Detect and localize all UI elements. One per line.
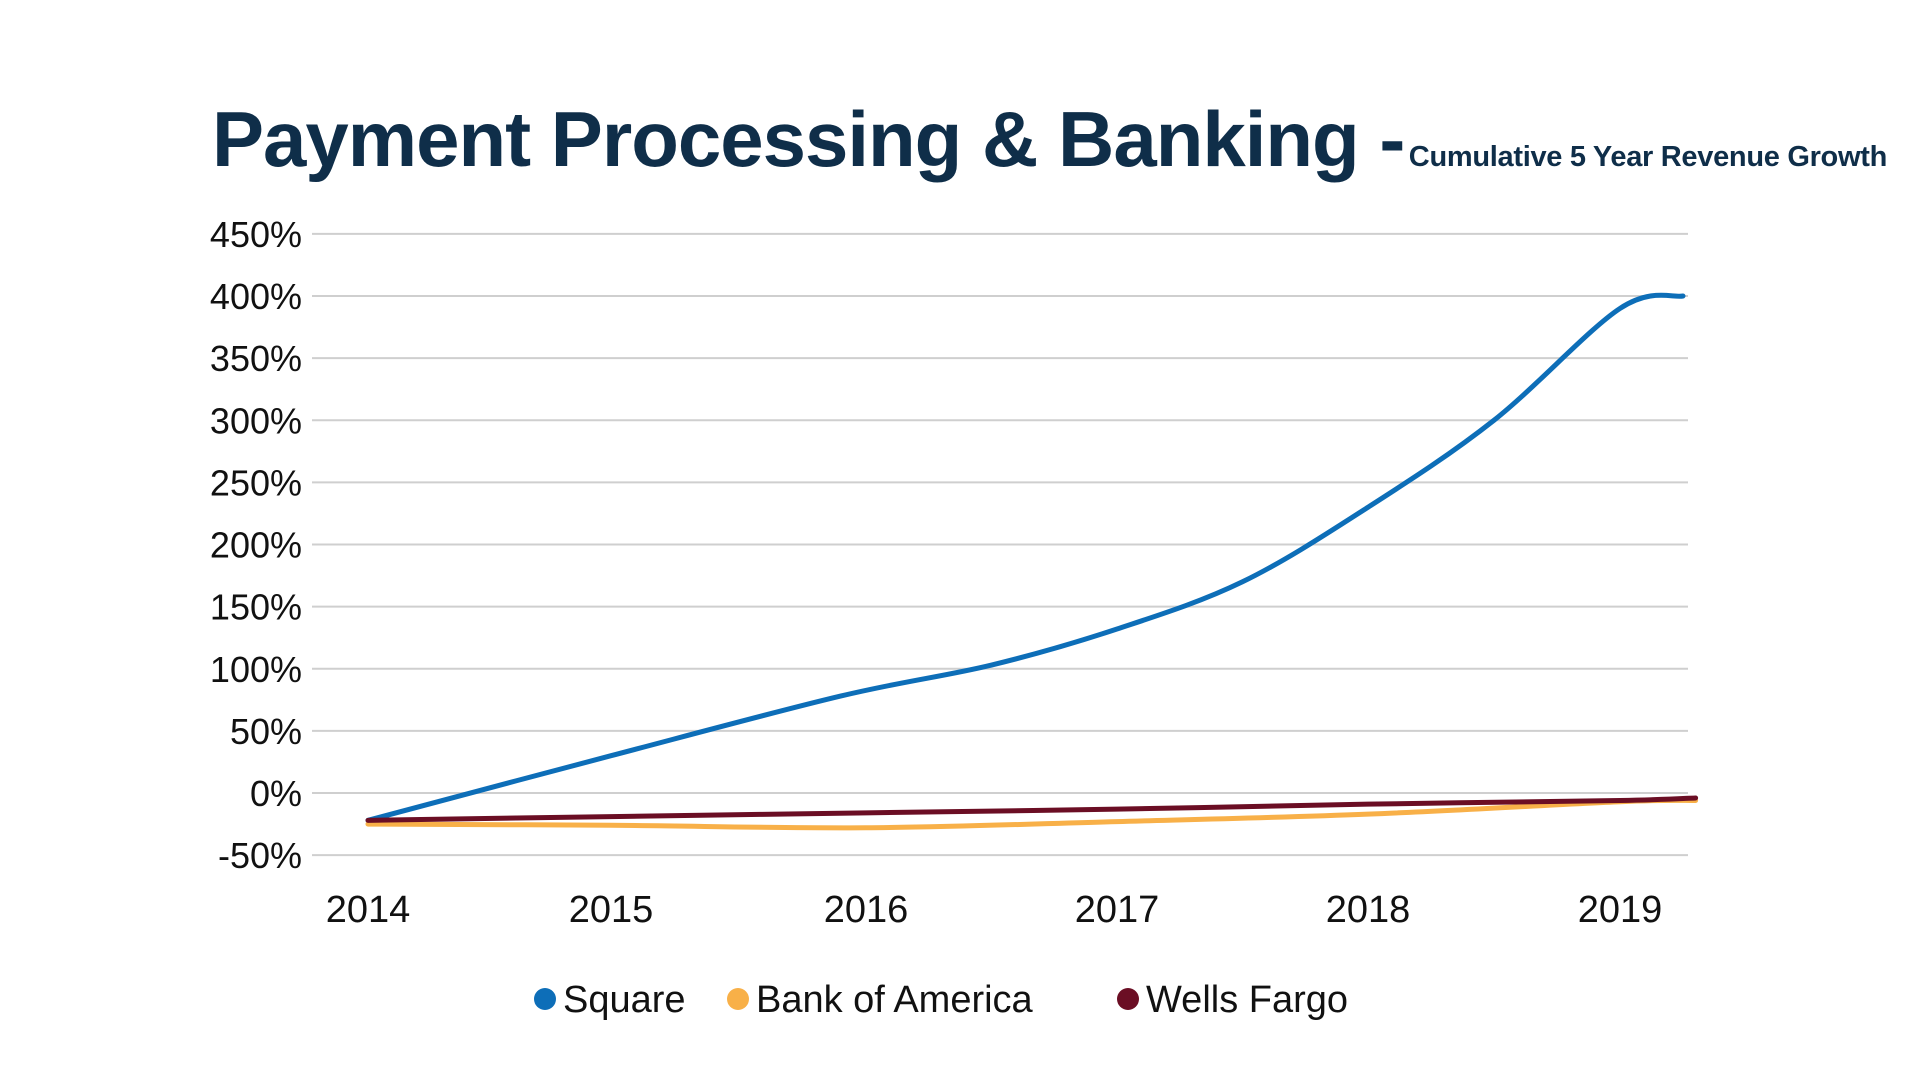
x-tick-label: 2014	[326, 889, 411, 931]
legend-marker-wells-fargo	[1117, 988, 1139, 1010]
y-tick-label: 300%	[210, 400, 302, 441]
x-tick-label: 2015	[569, 889, 654, 931]
y-tick-label: 0%	[250, 773, 302, 814]
chart-subtitle: Cumulative 5 Year Revenue Growth	[1408, 141, 1888, 173]
chart-title-line: Payment Processing & Banking - Cumulativ…	[212, 94, 1887, 185]
legend-label-wells-fargo: Wells Fargo	[1146, 979, 1348, 1021]
x-tick-label: 2018	[1326, 889, 1411, 931]
x-tick-label: 2019	[1578, 889, 1663, 931]
y-tick-label: 400%	[210, 276, 302, 317]
y-tick-label: 50%	[230, 711, 302, 752]
series-line-square	[365, 292, 1686, 823]
legend-marker-bank-of-america	[727, 988, 749, 1010]
y-tick-label: 250%	[210, 462, 302, 503]
series-line-wells-fargo	[365, 795, 1699, 823]
chart-title: Payment Processing & Banking -	[212, 95, 1405, 183]
y-tick-label: 100%	[210, 649, 302, 690]
y-tick-label: 200%	[210, 525, 302, 566]
y-tick-label: -50%	[218, 835, 302, 876]
y-tick-label: 150%	[210, 587, 302, 628]
legend-label-square: Square	[563, 979, 686, 1021]
y-tick-label: 350%	[210, 338, 302, 379]
series-line-bank-of-america	[365, 797, 1699, 831]
legend-marker-square	[534, 988, 556, 1010]
x-tick-label: 2017	[1075, 889, 1160, 931]
y-tick-label: 450%	[210, 214, 302, 255]
legend-label-bank-of-america: Bank of America	[756, 979, 1034, 1021]
x-tick-label: 2016	[824, 889, 909, 931]
